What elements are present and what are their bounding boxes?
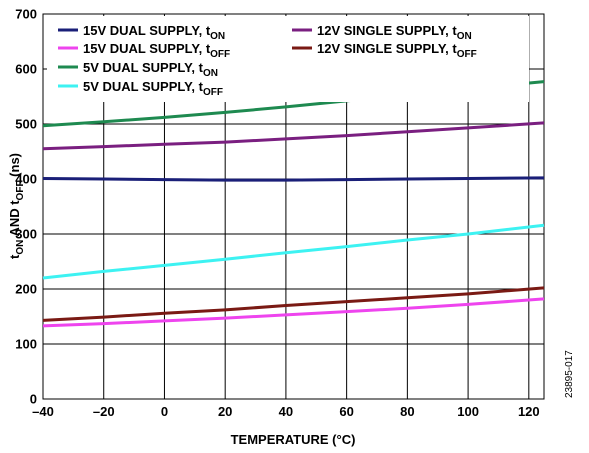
legend-label-3: 5V DUAL SUPPLY, tON [83,60,218,79]
x-axis-title: TEMPERATURE (°C) [231,432,356,447]
y-tick-labels: 0 100 200 300 400 500 600 700 [15,7,37,407]
series-line-6 [42,286,545,322]
legend-label-4: 5V DUAL SUPPLY, tOFF [83,79,223,98]
legend-label-6: 12V SINGLE SUPPLY, tOFF [317,41,477,60]
x-tick-label: 80 [400,404,414,419]
y-tick-label: 400 [15,172,37,187]
legend-label-5: 12V SINGLE SUPPLY, tON [317,23,472,42]
y-tick-label: 200 [15,282,37,297]
series-line-5 [42,121,545,151]
x-tick-label: 0 [161,404,168,419]
series-line-1 [42,176,545,182]
x-tick-label: –20 [93,404,115,419]
x-tick-label: 60 [339,404,353,419]
x-tick-label: 40 [279,404,293,419]
y-tick-label: 300 [15,227,37,242]
x-tick-label: –40 [32,404,54,419]
x-tick-label: 100 [457,404,479,419]
y-tick-label: 100 [15,337,37,352]
y-tick-label: 700 [15,7,37,22]
legend-background [47,16,529,102]
x-tick-labels: –40 –20 0 20 40 60 80 100 120 [32,404,540,419]
figure-number: 23895-017 [564,350,575,398]
legend-label-2: 15V DUAL SUPPLY, tOFF [83,41,230,60]
series-line-2 [42,297,545,328]
x-tick-label: 120 [518,404,540,419]
y-axis-title: tON AND tOFF (ns) [7,153,26,259]
x-tick-label: 20 [218,404,232,419]
y-tick-label: 0 [30,392,37,407]
y-tick-label: 600 [15,62,37,77]
series-line-4 [42,223,545,280]
y-tick-label: 500 [15,117,37,132]
legend-label-1: 15V DUAL SUPPLY, tON [83,23,225,42]
